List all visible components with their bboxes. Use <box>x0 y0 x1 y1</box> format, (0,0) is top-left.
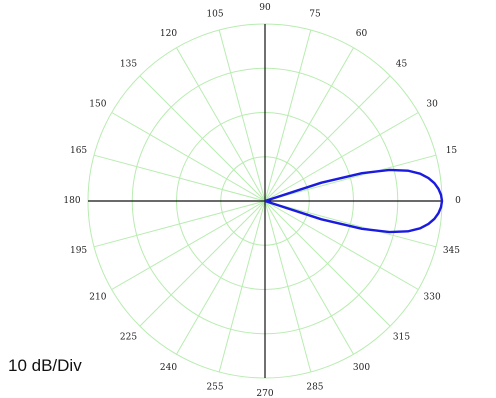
angle-tick-label: 0 <box>455 196 461 206</box>
angle-tick-label: 255 <box>206 382 223 392</box>
grid-spoke <box>176 200 266 355</box>
grid-spoke <box>93 200 266 248</box>
pattern-series <box>264 168 444 234</box>
grid-spoke <box>139 75 266 202</box>
angle-tick-label: 240 <box>160 363 177 373</box>
angle-tick-label: 210 <box>89 293 106 303</box>
angle-tick-label: 195 <box>70 246 87 256</box>
grid-spoke <box>139 200 266 327</box>
grid-spoke <box>111 112 266 202</box>
angle-tick-label: 60 <box>356 29 368 39</box>
angle-tick-label: 315 <box>393 332 410 342</box>
grid-spoke <box>264 154 437 202</box>
grid-spoke <box>264 112 419 202</box>
angle-tick-label: 75 <box>309 10 321 20</box>
grid-spoke <box>264 75 391 202</box>
angle-tick-label: 45 <box>396 60 408 70</box>
grid-spoke <box>176 47 266 202</box>
grid-spoke <box>93 154 266 202</box>
grid-spoke <box>264 200 354 355</box>
grid-spoke <box>111 200 266 290</box>
scale-caption: 10 dB/Div <box>8 356 82 375</box>
angle-tick-label: 225 <box>120 332 137 342</box>
pattern-line <box>264 168 444 234</box>
angle-tick-labels: 0 15 30 45 60 75 90 105 120 135 150 165 180 195 210 225… <box>63 3 461 398</box>
angle-tick-label: 330 <box>424 293 441 303</box>
grid-spoke <box>264 200 419 290</box>
angle-tick-label: 90 <box>259 3 271 13</box>
grid-spoke <box>264 200 437 248</box>
angle-tick-label: 15 <box>446 146 458 156</box>
angle-tick-label: 135 <box>120 60 137 70</box>
angle-tick-label: 120 <box>160 29 177 39</box>
angle-tick-label: 180 <box>63 196 80 206</box>
grid-spoke <box>218 200 266 373</box>
angle-tick-label: 285 <box>306 382 323 392</box>
grid-spoke <box>264 200 312 373</box>
grid-spoke <box>218 29 266 202</box>
grid-spoke <box>264 29 312 202</box>
angle-tick-label: 30 <box>426 100 438 110</box>
polar-axes <box>88 24 442 378</box>
angle-tick-label: 105 <box>206 10 223 20</box>
angle-tick-label: 165 <box>70 146 87 156</box>
angle-tick-label: 270 <box>256 389 273 398</box>
grid-spoke <box>264 47 354 202</box>
angle-tick-label: 150 <box>89 100 106 110</box>
angle-tick-label: 345 <box>443 246 460 256</box>
grid-spoke <box>264 200 391 327</box>
angle-tick-label: 300 <box>353 363 370 373</box>
